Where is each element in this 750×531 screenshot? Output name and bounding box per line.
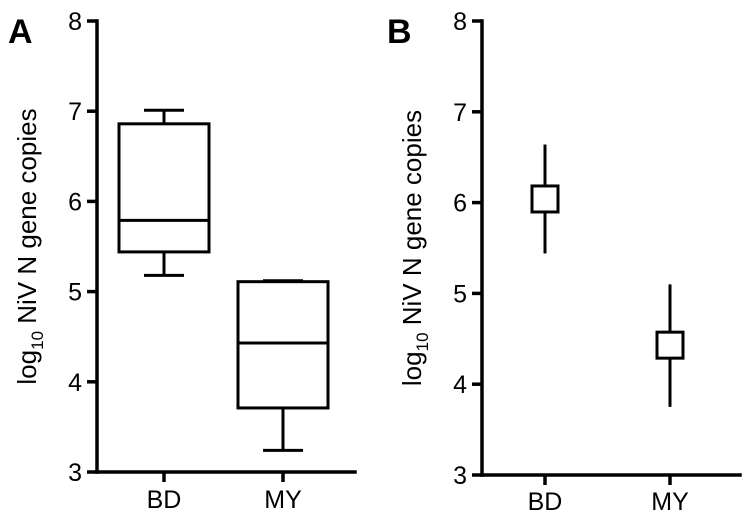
y-tick-label: 4: [68, 369, 82, 397]
y-tick-label: 7: [68, 98, 82, 126]
y-tick-label: 6: [68, 188, 82, 216]
mean-marker: [530, 184, 560, 214]
box-BD: [117, 108, 211, 277]
iqr-box: [117, 122, 211, 254]
panel-letter: A: [8, 13, 33, 51]
x-tick-label: BD: [147, 486, 182, 514]
y-tick-label: 4: [453, 371, 467, 399]
point-BD: [530, 144, 560, 254]
panel-A: A 3 4 5 6 7 8 BD MY log10 NiV N gene copies: [8, 8, 357, 514]
y-tick-label: 8: [68, 8, 82, 36]
mean-marker: [655, 330, 685, 360]
y-tick-label: 7: [453, 99, 467, 127]
y-tick-label: 3: [68, 459, 82, 487]
y-axis-label: log10 NiV N gene copies: [397, 110, 432, 386]
panel-letter: B: [387, 13, 412, 51]
point-MY: [655, 284, 685, 407]
y-tick-label: 5: [68, 279, 82, 307]
x-tick-label: MY: [264, 486, 302, 514]
y-tick-label: 6: [453, 190, 467, 218]
y-tick-label: 5: [453, 280, 467, 308]
y-axis-label: log10 NiV N gene copies: [12, 108, 47, 384]
x-tick-label: MY: [651, 488, 689, 516]
iqr-box: [236, 280, 330, 410]
y-tick-label: 3: [453, 462, 467, 490]
y-tick-label: 8: [453, 8, 467, 36]
panel-B: B 3 4 5 6 7 8 BD MY log10 NiV N gene copies: [387, 8, 742, 516]
x-tick-label: BD: [528, 488, 563, 516]
box-MY: [236, 279, 330, 452]
